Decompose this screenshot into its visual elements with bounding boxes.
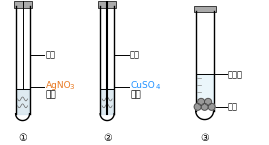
Text: ①: ① <box>18 133 27 143</box>
Text: 溶液: 溶液 <box>45 90 56 99</box>
Text: 稀硫酸: 稀硫酸 <box>228 70 243 79</box>
Text: 锌粒: 锌粒 <box>228 102 238 111</box>
Polygon shape <box>197 74 213 103</box>
Bar <box>14 1 31 8</box>
Bar <box>194 6 215 12</box>
Text: CuSO: CuSO <box>130 81 155 90</box>
Text: ③: ③ <box>200 133 209 143</box>
Circle shape <box>194 103 201 110</box>
Text: 溶液: 溶液 <box>130 90 141 99</box>
Text: 4: 4 <box>156 84 160 90</box>
Text: 3: 3 <box>69 84 74 90</box>
Circle shape <box>198 98 205 105</box>
Circle shape <box>205 98 212 105</box>
Bar <box>98 1 116 8</box>
Polygon shape <box>17 89 29 114</box>
Text: AgNO: AgNO <box>45 81 71 90</box>
Text: ②: ② <box>103 133 112 143</box>
Polygon shape <box>101 89 113 114</box>
Circle shape <box>208 103 215 110</box>
Text: 铜丝: 铜丝 <box>45 50 55 59</box>
Circle shape <box>201 103 208 110</box>
Text: 锌条: 锌条 <box>130 50 140 59</box>
